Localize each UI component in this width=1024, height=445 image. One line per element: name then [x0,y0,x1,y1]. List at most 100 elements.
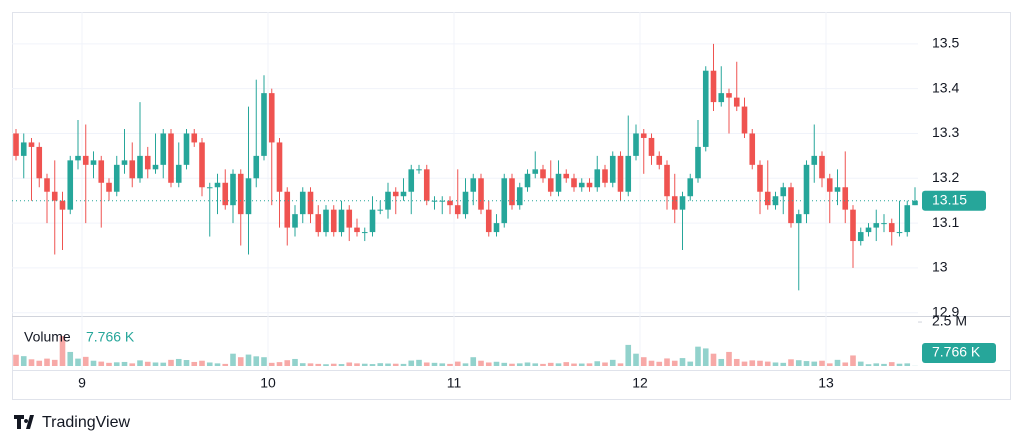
volume-bar [152,362,159,366]
candle-body [354,227,360,233]
volume-bar [230,353,236,366]
volume-bar [478,360,484,366]
volume-bar [532,363,539,366]
candle-body [540,169,546,179]
candle-body [726,93,732,98]
volume-bar [199,360,205,366]
candle-body [338,209,345,233]
volume-bar [214,363,221,366]
volume-bar [741,361,748,366]
volume-bar [881,363,887,366]
volume-bar [369,364,376,366]
y-tick-label: 13 [932,259,948,275]
volume-bar [284,360,291,366]
volume-bar [493,361,500,366]
candle-body [423,169,430,201]
candle-body [772,196,779,206]
candle-body [470,178,477,192]
volume-bar [106,362,112,366]
volume-bar [28,359,35,366]
volume-bar [253,356,260,366]
volume-bar [183,360,190,366]
volume-bar [416,359,422,366]
candle-body [75,155,81,161]
volume-bar [168,359,174,366]
candle-body [671,196,678,210]
volume-bar [392,363,399,366]
candle-body [369,209,376,233]
volume-bar [113,362,120,366]
volume-bar [191,361,198,366]
volume-bar [826,363,833,366]
candle-body [454,205,461,215]
candle-body [245,178,252,215]
candle-body [284,191,291,228]
volume-bar [408,360,415,366]
volume-bar [516,363,523,366]
candle-body [617,155,624,192]
candle-body [315,214,322,233]
volume-bar [400,363,407,366]
volume-bar [330,363,337,366]
candle-body [857,232,864,242]
x-tick-label: 9 [78,375,86,391]
volume-bar [307,363,314,366]
candle-body [206,187,213,189]
volume-bar [555,363,562,366]
candle-body [408,169,415,192]
candle-body [346,209,353,228]
volume-bar [873,363,880,366]
volume-bar [501,362,508,366]
volume-bar [51,359,58,366]
candle-body [214,182,221,188]
candle-body [780,187,787,197]
volume-title: Volume [24,329,71,345]
candle-body [199,142,205,188]
candle-body [129,160,136,179]
candle-body [749,133,756,165]
candle-body [36,146,43,179]
candle-body [330,209,337,233]
brand-logo[interactable]: TradingView [14,414,130,431]
volume-bar [563,362,570,366]
volume-bar [571,363,577,366]
volume-bar [687,361,694,366]
candle-body [299,191,306,215]
candle-body [44,178,50,192]
candle-body [137,155,143,179]
candle-body [516,187,523,206]
volume-bar [59,336,66,366]
candle-body [106,182,112,192]
candle-body [20,142,27,156]
candle-body [850,209,856,242]
volume-bar [764,361,771,366]
candle-body [842,187,849,210]
candle-body [276,142,283,192]
volume-bar [75,358,81,366]
last-price-label: 13.15 [932,191,967,207]
candle-body [826,178,833,192]
volume-bar [648,360,655,366]
candle-body [764,191,771,206]
candle-body [237,173,244,215]
candle-body [98,160,105,183]
candle-body [757,164,763,192]
volume-bar [640,357,647,366]
volume-bar [121,361,128,366]
volume-bar [354,363,360,366]
volume-bar [671,360,678,366]
volume-bar [67,351,74,366]
volume-bar [129,363,136,366]
y-tick-label: 12.9 [932,303,959,319]
volume-bar [323,364,329,366]
candle-body [175,164,182,183]
candle-body [431,200,438,202]
candle-body [547,178,554,192]
volume-bar [261,357,267,366]
candle-body [82,155,89,165]
volume-tick-label: 2.5 M [932,313,967,329]
volume-bar [842,362,849,366]
candle-body [113,164,120,192]
candle-body [811,155,818,165]
